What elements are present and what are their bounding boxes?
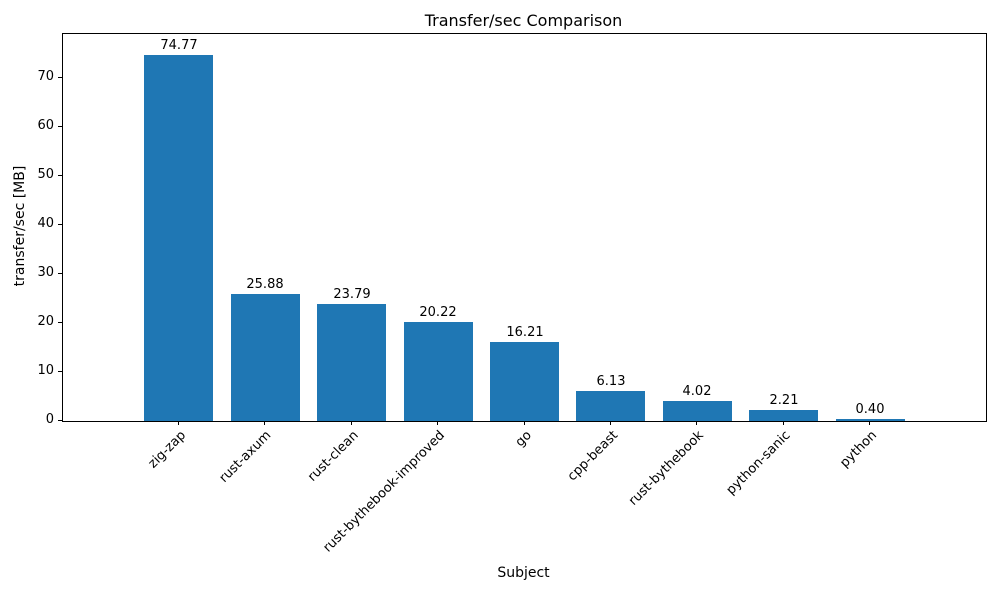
bar-rust-clean — [317, 304, 386, 421]
x-tick-label: go — [512, 428, 535, 451]
x-tick-mark — [437, 421, 438, 425]
y-tick-mark — [58, 273, 62, 274]
x-tick-mark — [524, 421, 525, 425]
y-tick-mark — [58, 371, 62, 372]
y-tick-label: 70 — [37, 69, 54, 84]
x-axis-label: Subject — [497, 565, 550, 581]
y-tick-label: 60 — [37, 118, 54, 133]
bar-value-label: 23.79 — [333, 287, 371, 302]
y-tick-label: 30 — [37, 265, 54, 280]
y-tick-label: 40 — [37, 216, 54, 231]
bar-value-label: 2.21 — [769, 393, 799, 408]
y-tick-mark — [58, 224, 62, 225]
bar-value-label: 74.77 — [160, 38, 198, 53]
x-tick-mark — [869, 421, 870, 425]
y-tick-label: 10 — [37, 363, 54, 378]
bar-go — [490, 342, 559, 421]
bar-value-label: 16.21 — [506, 325, 544, 340]
x-tick-label: rust-clean — [304, 428, 362, 485]
y-tick-mark — [58, 175, 62, 176]
bar-python — [836, 419, 905, 421]
bar-value-label: 4.02 — [682, 384, 712, 399]
y-tick-mark — [58, 322, 62, 323]
x-tick-label: rust-bythebook — [625, 428, 707, 509]
bar-cpp-beast — [576, 391, 645, 421]
x-tick-label: python-sanic — [723, 428, 794, 498]
x-tick-mark — [696, 421, 697, 425]
y-tick-mark — [58, 126, 62, 127]
plot-area: 74.77 25.88 23.79 20.22 16.21 6.13 4.02 2.21 0.4… — [62, 33, 987, 422]
y-tick-label: 20 — [37, 314, 54, 329]
bar-python-sanic — [749, 410, 818, 421]
bar-rust-bythebook-improved — [404, 322, 473, 421]
x-tick-mark — [264, 421, 265, 425]
y-tick-label: 0 — [45, 412, 54, 427]
bar-zig-zap — [144, 55, 213, 421]
bar-value-label: 0.40 — [855, 402, 885, 417]
x-tick-label: rust-axum — [216, 428, 275, 486]
x-tick-label: zig-zap — [145, 428, 189, 472]
bar-value-label: 25.88 — [246, 277, 284, 292]
chart-title: Transfer/sec Comparison — [424, 11, 623, 30]
x-tick-mark — [351, 421, 352, 425]
bar-rust-axum — [231, 294, 300, 421]
y-tick-label: 50 — [37, 167, 54, 182]
x-tick-mark — [610, 421, 611, 425]
x-tick-label: python — [836, 428, 880, 471]
x-tick-mark — [178, 421, 179, 425]
bar-rust-bythebook — [663, 401, 732, 421]
bar-value-label: 6.13 — [596, 374, 626, 389]
y-tick-mark — [58, 77, 62, 78]
x-tick-label: cpp-beast — [564, 428, 621, 485]
bar-value-label: 20.22 — [419, 305, 457, 320]
x-tick-mark — [783, 421, 784, 425]
y-tick-mark — [58, 420, 62, 421]
